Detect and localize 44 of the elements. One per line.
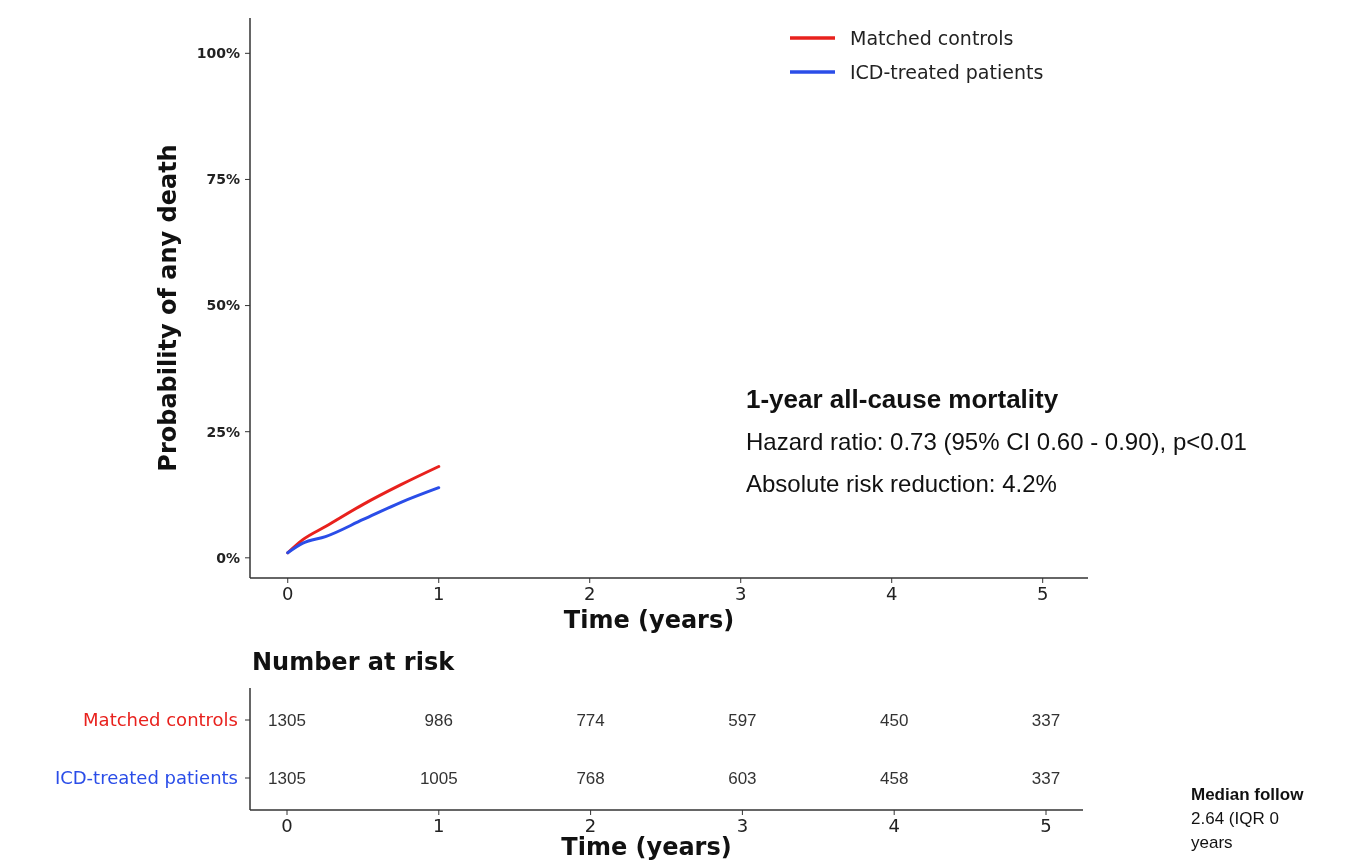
y-tick-label: Matched controls (83, 709, 238, 731)
x-tick-label: 2 (584, 583, 596, 604)
text: years (1191, 833, 1233, 852)
x-tick-label: 0 (281, 815, 293, 836)
x-axis-title: Time (years) (563, 606, 735, 634)
x-tick-label: 3 (736, 815, 749, 836)
x-tick-label: 3 (734, 583, 747, 604)
annotation: 1-year all-cause mortality (746, 384, 1059, 414)
y-tick-label: 25% (206, 423, 240, 440)
x-tick-label: 4 (885, 583, 898, 604)
y-tick-label: ICD-treated patients (54, 767, 238, 789)
annotation: Absolute risk reduction: 4.2% (746, 470, 1057, 497)
data-label: 450 (880, 710, 909, 730)
data-label: 1005 (419, 768, 458, 788)
legend-label: Matched controls (850, 26, 1014, 49)
x-axis-title: Time (years) (561, 833, 732, 861)
legend-label: ICD-treated patients (850, 60, 1044, 83)
data-label: 774 (576, 710, 605, 730)
x-tick-label: 0 (282, 583, 294, 604)
y-tick-label: 0% (216, 549, 240, 566)
x-tick-label: 1 (433, 583, 445, 604)
x-tick-label: 4 (888, 815, 900, 836)
data-label: 597 (728, 710, 757, 730)
data-label: 1305 (268, 710, 306, 730)
text: Median follow (1191, 785, 1305, 804)
text: 2.64 (IQR 0 (1191, 809, 1279, 828)
data-label: 337 (1031, 710, 1061, 730)
data-label: 458 (880, 768, 909, 788)
chart-title: Number at risk (252, 648, 456, 676)
data-label: 1305 (268, 768, 306, 788)
data-label: 337 (1031, 768, 1061, 788)
x-tick-label: 5 (1036, 583, 1049, 604)
y-axis-title: Probability of any death (154, 144, 182, 472)
x-tick-label: 5 (1040, 815, 1052, 836)
y-tick-label: 75% (206, 171, 240, 188)
y-tick-label: 50% (206, 297, 240, 314)
line-series (286, 486, 441, 555)
annotation: Hazard ratio: 0.73 (95% CI 0.60 - 0.90), p<0.01 (746, 428, 1247, 455)
y-tick-label: 100% (196, 45, 240, 62)
data-label: 986 (424, 710, 453, 730)
x-tick-label: 2 (584, 815, 597, 836)
x-tick-label: 1 (433, 815, 445, 836)
data-label: 768 (576, 768, 605, 788)
data-label: 603 (728, 768, 757, 788)
